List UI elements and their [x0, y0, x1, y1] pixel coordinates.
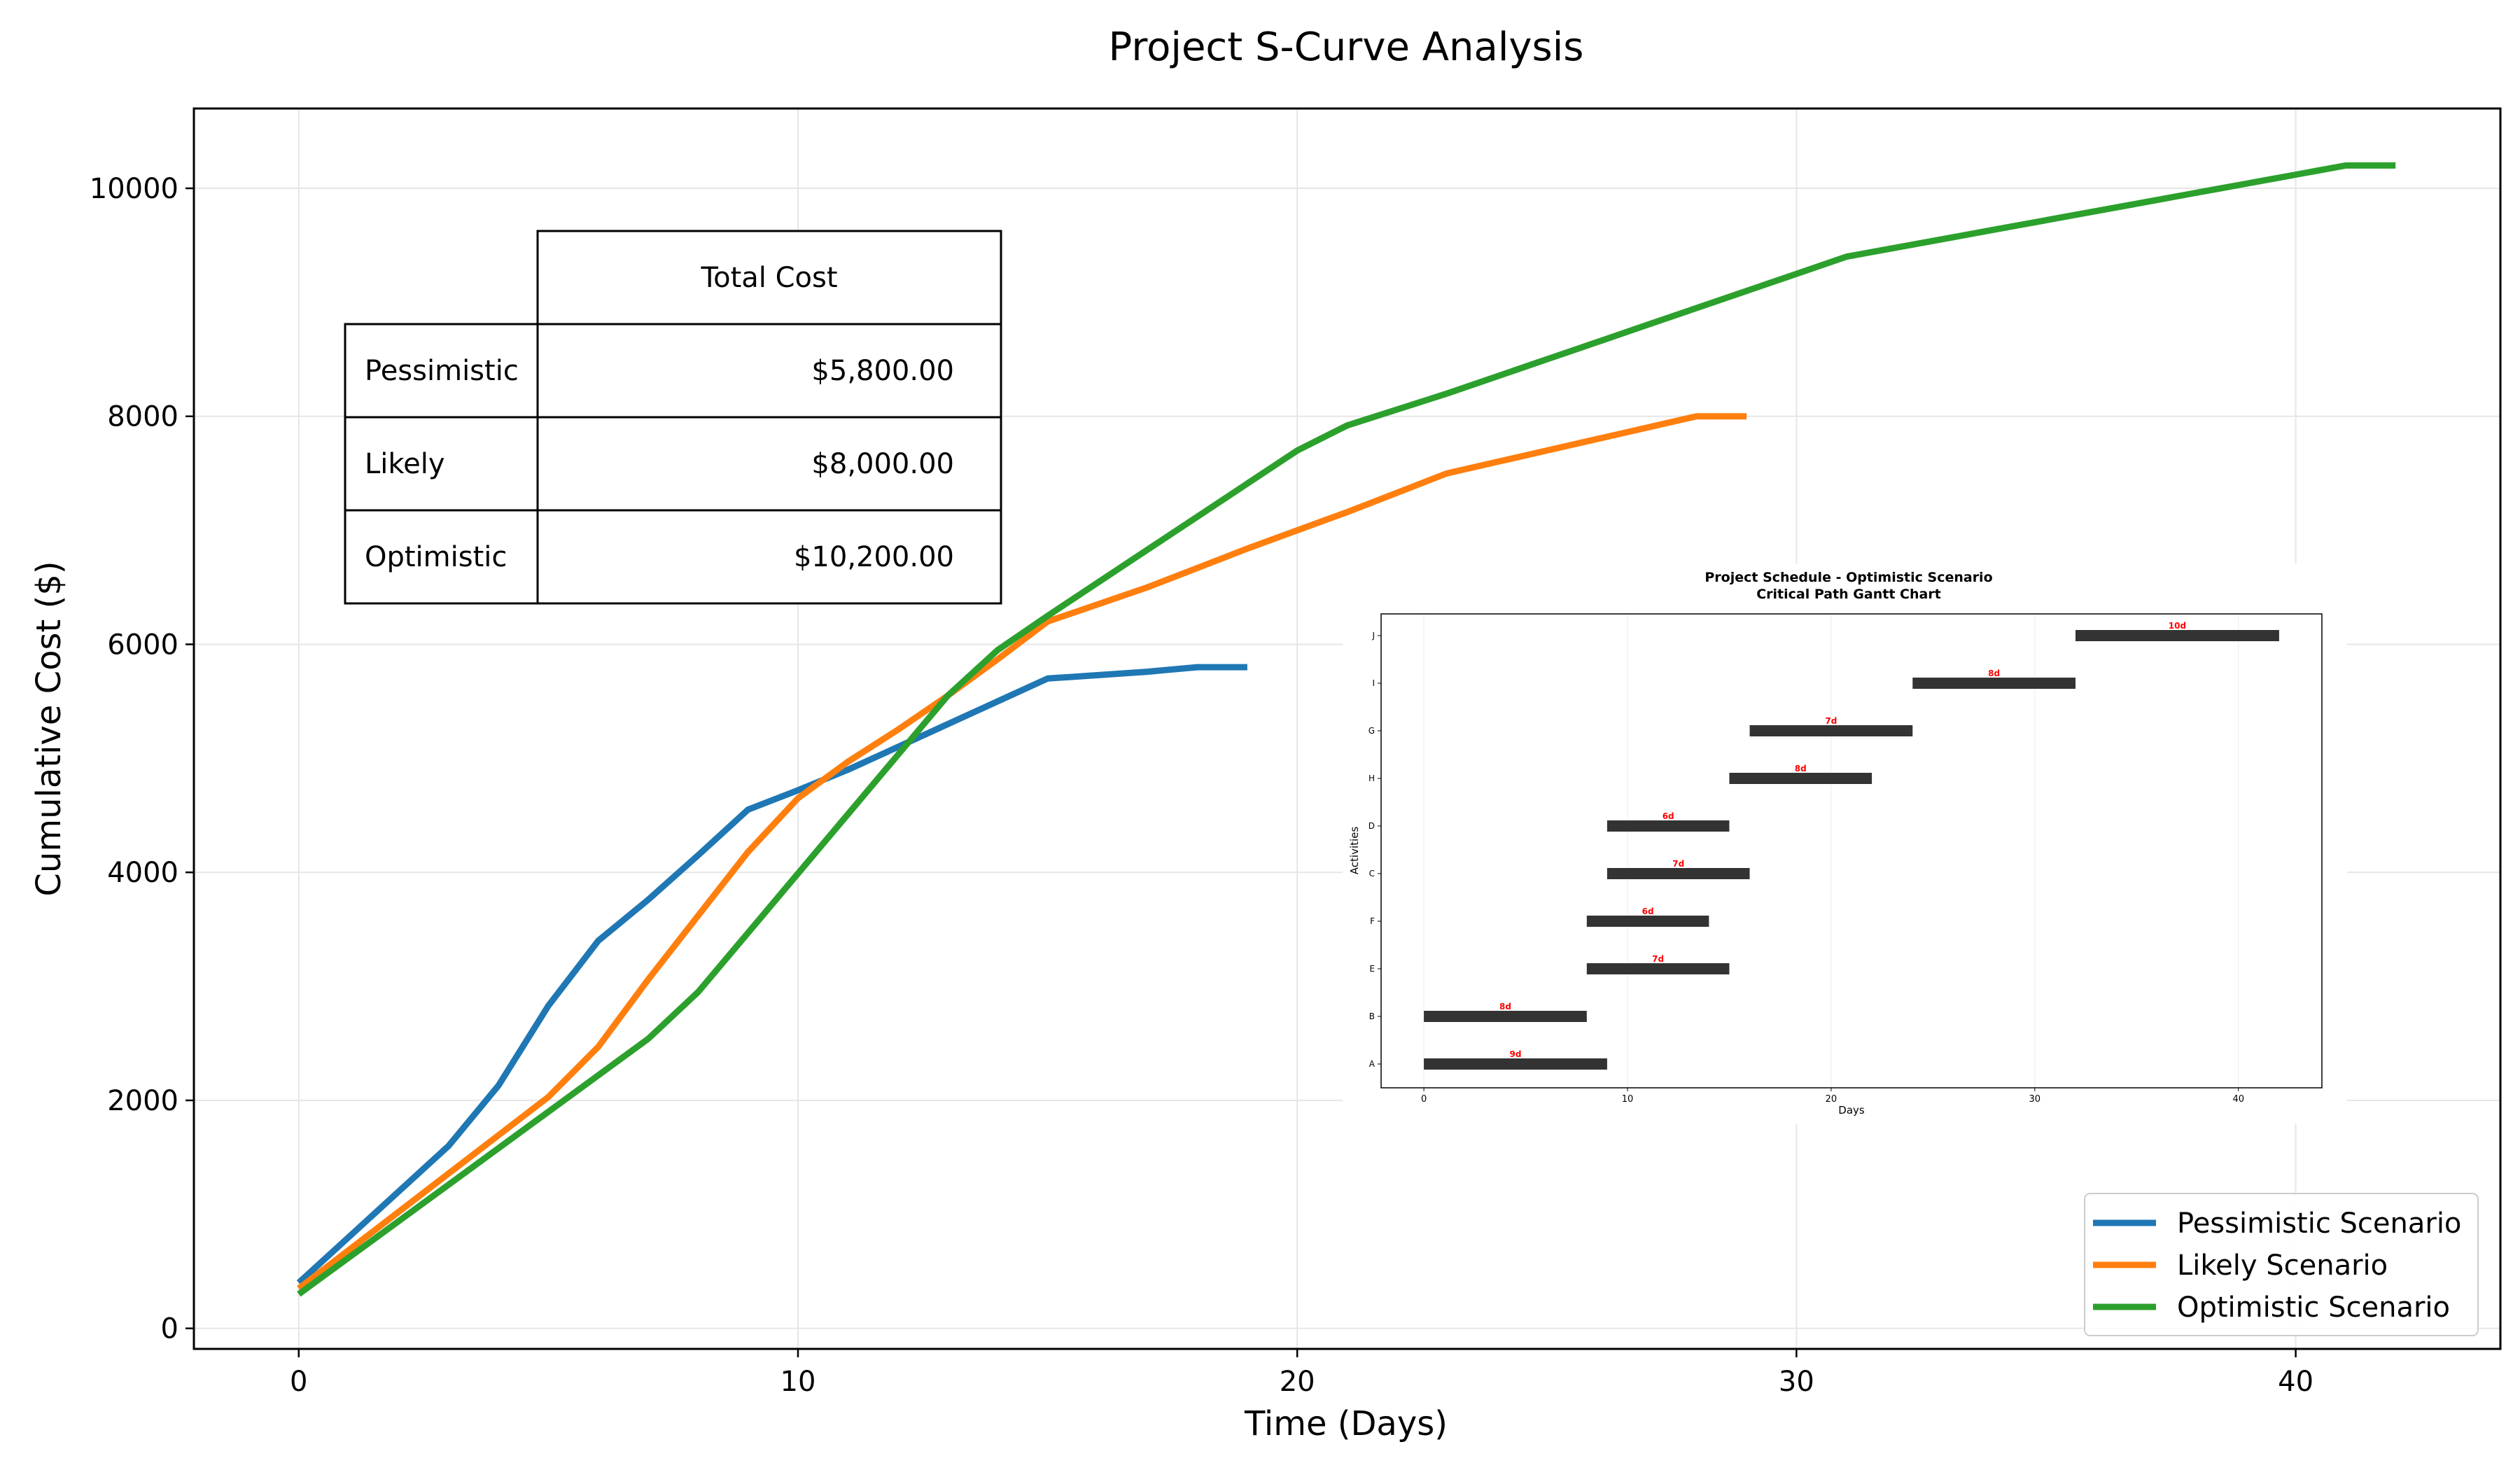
- gantt-frame: [1380, 613, 2323, 1088]
- table-row-label: Optimistic: [365, 541, 507, 573]
- gantt-activity-label: F: [1370, 916, 1375, 926]
- gantt-bar-label: 8d: [1988, 668, 2000, 678]
- table-header-text: Total Cost: [700, 262, 837, 294]
- table-row-value: $8,000.00: [811, 448, 954, 480]
- gantt-bar: [1424, 1058, 1607, 1070]
- gantt-x-label: Days: [1838, 1104, 1865, 1116]
- y-tick-label: 4000: [107, 857, 178, 889]
- gantt-activity-label: A: [1369, 1059, 1376, 1069]
- gantt-bar-label: 7d: [1652, 954, 1664, 964]
- gantt-bar: [1749, 725, 1913, 736]
- table-value-cell: [536, 323, 1002, 419]
- table-row-label: Pessimistic: [365, 355, 519, 387]
- gantt-bar-label: 9d: [1510, 1049, 1522, 1059]
- x-tick-label: 20: [1280, 1366, 1315, 1398]
- table-label-cell: [344, 509, 539, 605]
- y-axis-label: Cumulative Cost ($): [29, 561, 69, 896]
- y-tick-label: 2000: [107, 1085, 178, 1117]
- gantt-activity-label: B: [1369, 1011, 1375, 1021]
- gantt-grid: [1423, 614, 2239, 1088]
- gantt-activity-label: I: [1372, 678, 1375, 688]
- table-value-cell: [536, 509, 1002, 605]
- plot-frame: [192, 107, 2502, 1350]
- gantt-x-tick-label: 10: [1622, 1094, 1634, 1105]
- gantt-activity-label: H: [1368, 774, 1375, 783]
- gantt-bar: [1606, 868, 1750, 879]
- legend-box: [2084, 1193, 2479, 1336]
- series-line: [297, 413, 1747, 1292]
- gantt-x-tick-label: 20: [1826, 1094, 1837, 1105]
- gantt-bar-label: 6d: [1662, 811, 1674, 821]
- series-line: [297, 162, 2396, 1297]
- gantt-activity-label: J: [1371, 631, 1375, 640]
- gantt-y-ticks: A B E F C D H G I J: [1368, 631, 1381, 1069]
- gantt-bar: [1586, 916, 1709, 927]
- gantt-activity-label: D: [1368, 821, 1375, 831]
- gantt-bar-label: 10d: [2169, 621, 2186, 631]
- gantt-activity-label: C: [1369, 869, 1375, 878]
- gantt-x-tick-label: 40: [2232, 1094, 2244, 1105]
- gantt-x-tick-label: 0: [1421, 1094, 1427, 1105]
- y-tick-label: 0: [161, 1313, 178, 1345]
- y-tick-label: 8000: [107, 401, 178, 433]
- gantt-bar: [1586, 963, 1730, 974]
- table-label-cell: [344, 416, 539, 512]
- gantt-bar-label: 7d: [1825, 716, 1837, 726]
- gantt-bar-label: 8d: [1499, 1002, 1511, 1011]
- gantt-bar: [1424, 1011, 1587, 1022]
- gantt-subtitle: Critical Path Gantt Chart: [1756, 587, 1941, 602]
- cost-table: Total Cost Pessimistic $5,800.00 Likely $8,…: [344, 230, 1002, 605]
- legend-label: Pessimistic Scenario: [2177, 1208, 2461, 1240]
- gantt-activity-label: E: [1369, 964, 1375, 974]
- gantt-activity-label: G: [1368, 726, 1375, 736]
- table-row-value: $5,800.00: [811, 355, 954, 387]
- gantt-bar-label: 8d: [1795, 764, 1807, 774]
- legend-label: Optimistic Scenario: [2177, 1292, 2450, 1324]
- x-axis-label: Time (Days): [1244, 1404, 1448, 1443]
- y-tick-label: 6000: [107, 629, 178, 661]
- gantt-title: Project Schedule - Optimistic Scenario: [1704, 570, 1992, 585]
- table-row-label: Likely: [365, 448, 445, 480]
- gantt-x-ticks: 0 10 20 30 40: [1421, 1088, 2244, 1105]
- gantt-bar: [1729, 773, 1872, 784]
- gantt-y-label: Activities: [1348, 827, 1361, 875]
- chart-title: Project S-Curve Analysis: [1109, 24, 1584, 70]
- legend-label: Likely Scenario: [2177, 1250, 2388, 1282]
- table-label-cell: [344, 323, 539, 419]
- x-tick-label: 0: [290, 1366, 307, 1398]
- x-axis-ticks: 0 10 20 30 40: [290, 1349, 2314, 1398]
- series-lines: [296, 162, 2396, 1297]
- gantt-x-tick-label: 30: [2029, 1094, 2041, 1105]
- table-row-value: $10,200.00: [794, 541, 954, 573]
- y-axis-ticks: 0 2000 4000 6000 8000 10000: [90, 173, 194, 1345]
- gantt-bar: [2076, 630, 2279, 641]
- y-tick-label: 10000: [90, 173, 178, 205]
- gantt-background: [1343, 564, 2347, 1124]
- gantt-bars: 9d 8d 7d 6d 7d 6d 8d 7d 8d 10d: [1424, 621, 2279, 1070]
- gantt-inset: Project Schedule - Optimistic Scenario C…: [1343, 564, 2347, 1124]
- x-tick-label: 30: [1779, 1366, 1814, 1398]
- x-tick-label: 40: [2278, 1366, 2314, 1398]
- gantt-bar-label: 6d: [1642, 906, 1654, 916]
- legend-items: Pessimistic Scenario Likely Scenario Optim…: [2093, 1208, 2461, 1324]
- gantt-bar-label: 7d: [1672, 859, 1684, 869]
- x-tick-label: 10: [780, 1366, 816, 1398]
- gantt-bar: [1606, 820, 1730, 832]
- legend: Pessimistic Scenario Likely Scenario Optim…: [2084, 1193, 2479, 1336]
- table-value-cell: [536, 416, 1002, 512]
- gantt-bar: [1912, 678, 2076, 689]
- table-rows: Pessimistic $5,800.00 Likely $8,000.00 Optim…: [344, 323, 1002, 605]
